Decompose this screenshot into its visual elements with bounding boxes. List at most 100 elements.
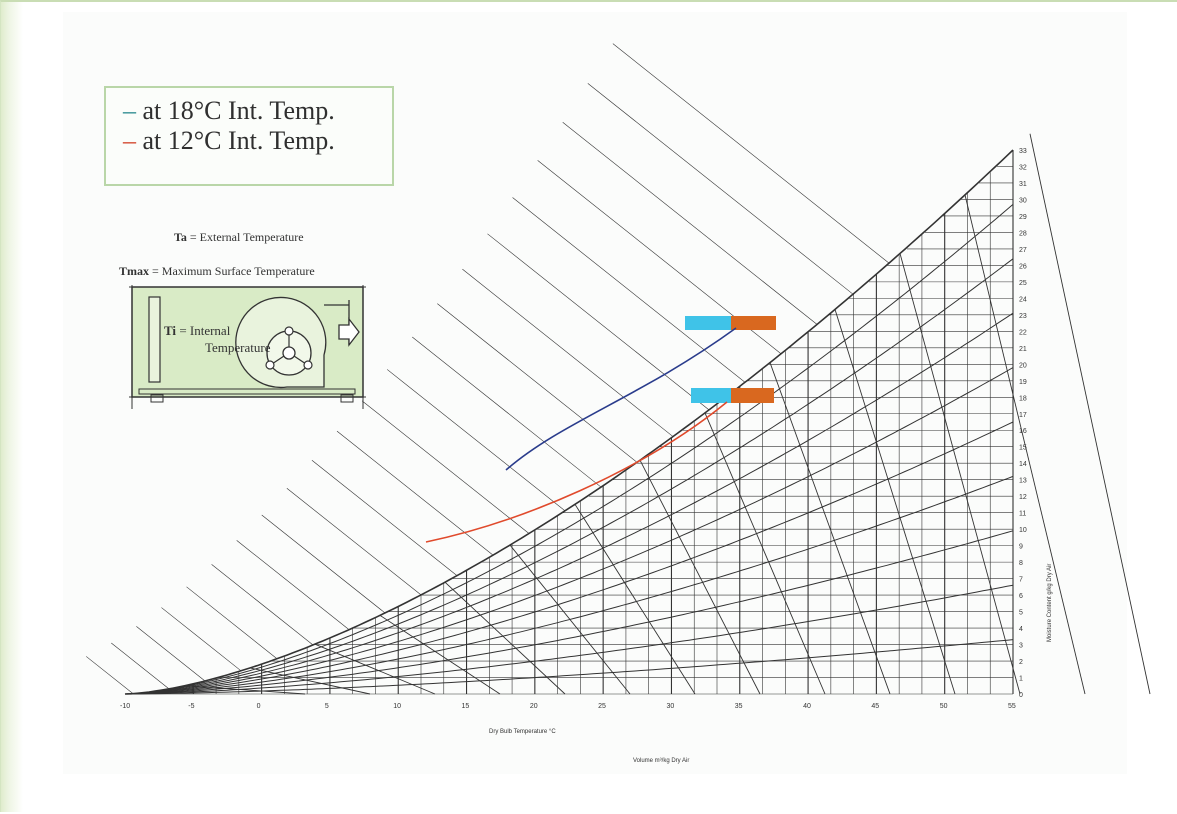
x-tick-label: 25 (598, 703, 606, 710)
air-handling-unit-diagram (129, 285, 366, 409)
marker-cyan-18 (685, 316, 733, 330)
y-tick-label: 3 (1019, 643, 1023, 650)
y-tick-label: 27 (1019, 247, 1027, 254)
y-tick-label: 18 (1019, 395, 1027, 402)
wetbulb-line (184, 685, 306, 695)
x-tick-label: 50 (940, 703, 948, 710)
y-axis-tick-labels: 0123456789101112131415161718192021222324… (1019, 148, 1027, 699)
x-tick-label: 55 (1008, 703, 1016, 710)
process-curve-12 (425, 401, 728, 543)
y-tick-label: 22 (1019, 329, 1027, 336)
y-tick-label: 0 (1019, 692, 1023, 699)
wetbulb-line (769, 362, 891, 695)
wetbulb-line (639, 459, 761, 695)
enthalpy-line (612, 43, 890, 264)
legend-dash-red: – (123, 126, 136, 155)
y-tick-label: 31 (1019, 181, 1027, 188)
caption-ta-symbol: Ta (174, 230, 187, 244)
humidity-curves (124, 149, 1014, 695)
wetbulb-line (509, 544, 631, 695)
enthalpy-line (361, 400, 530, 534)
wetbulb-line (314, 643, 436, 695)
humidity-curve (124, 258, 1014, 695)
wetbulb-line (249, 667, 371, 695)
wetbulb-line (574, 504, 696, 695)
enthalpy-line (336, 430, 494, 556)
wetbulb-line (964, 194, 1086, 695)
enthalpy-line (236, 540, 350, 630)
enthalpy-line (161, 607, 242, 672)
y-tick-label: 15 (1019, 445, 1027, 452)
y-tick-label: 1 (1019, 676, 1023, 683)
caption-ti-symbol: Ti (164, 323, 177, 338)
y-tick-label: 33 (1019, 148, 1027, 155)
marker-cyan-12 (691, 388, 733, 403)
enthalpy-line (186, 586, 278, 659)
enthalpy-line (462, 268, 674, 437)
y-tick-label: 26 (1019, 263, 1027, 270)
legend-item-12: – at 12°C Int. Temp. (123, 126, 392, 156)
enthalpy-line (261, 514, 386, 614)
y-tick-label: 6 (1019, 593, 1023, 600)
y-tick-label: 23 (1019, 313, 1027, 320)
y-axis-title: Moisture Content g/kg Dry Air (1047, 564, 1053, 642)
y-tick-label: 10 (1019, 527, 1027, 534)
process-curves (425, 327, 737, 543)
y-tick-label: 28 (1019, 230, 1027, 237)
wetbulb-line (444, 581, 566, 695)
x-axis-tick-labels: -10 -5 0 5 10 15 20 25 30 35 40 45 50 55 (120, 703, 1016, 710)
x-tick-label: 20 (530, 703, 538, 710)
y-tick-label: 11 (1019, 511, 1026, 518)
legend-box: – at 18°C Int. Temp. – at 12°C Int. Temp… (104, 86, 394, 186)
process-curve-18 (505, 327, 737, 471)
x-tick-label: 40 (803, 703, 811, 710)
y-tick-label: 20 (1019, 362, 1027, 369)
caption-internal-temperature: Ti = Internal Temperature (164, 322, 271, 356)
y-tick-label: 12 (1019, 494, 1027, 501)
wetbulb-line (834, 309, 956, 695)
enthalpy-line (86, 656, 134, 694)
y-tick-label: 2 (1019, 659, 1023, 666)
x-tick-label: -5 (188, 703, 194, 710)
wetbulb-line (1029, 133, 1151, 695)
legend-item-18: – at 18°C Int. Temp. (123, 96, 392, 126)
enthalpy-line (412, 336, 602, 488)
humidity-curve (124, 421, 1014, 695)
y-tick-label: 4 (1019, 626, 1023, 633)
y-tick-label: 8 (1019, 560, 1023, 567)
humidity-curve (125, 584, 1014, 695)
wetbulb-line (704, 412, 826, 695)
enthalpy-line (286, 488, 422, 596)
legend-text-12: at 12°C Int. Temp. (142, 126, 335, 155)
marker-orange-18 (731, 316, 776, 330)
caption-tmax-symbol: Tmax (119, 264, 149, 278)
enthalpy-line (437, 303, 638, 463)
enthalpy-line (111, 642, 170, 690)
x-tick-label: 15 (462, 703, 470, 710)
y-tick-label: 29 (1019, 214, 1027, 221)
wetbulb-line (899, 253, 1021, 695)
humidity-curve (124, 204, 1014, 695)
humidity-curve (124, 149, 1014, 695)
humidity-curve (125, 639, 1014, 695)
y-tick-label: 21 (1019, 346, 1027, 353)
temperature-markers (685, 316, 776, 403)
wetbulb-lines (184, 133, 1151, 695)
x-tick-label: -10 (120, 703, 130, 710)
enthalpy-line (211, 564, 314, 646)
enthalpy-line (562, 122, 818, 325)
marker-orange-12 (731, 388, 774, 403)
y-tick-label: 16 (1019, 428, 1027, 435)
y-tick-label: 24 (1019, 296, 1027, 303)
enthalpy-line (587, 83, 854, 295)
legend-text-18: at 18°C Int. Temp. (142, 96, 335, 125)
caption-ti-text-1: = Internal (176, 323, 231, 338)
y-tick-label: 5 (1019, 610, 1023, 617)
y-tick-label: 17 (1019, 412, 1027, 419)
x-tick-label: 30 (666, 703, 674, 710)
x-axis-subtitle: Volume m³/kg Dry Air (633, 758, 689, 764)
x-tick-label: 45 (871, 703, 879, 710)
y-tick-label: 7 (1019, 577, 1023, 584)
